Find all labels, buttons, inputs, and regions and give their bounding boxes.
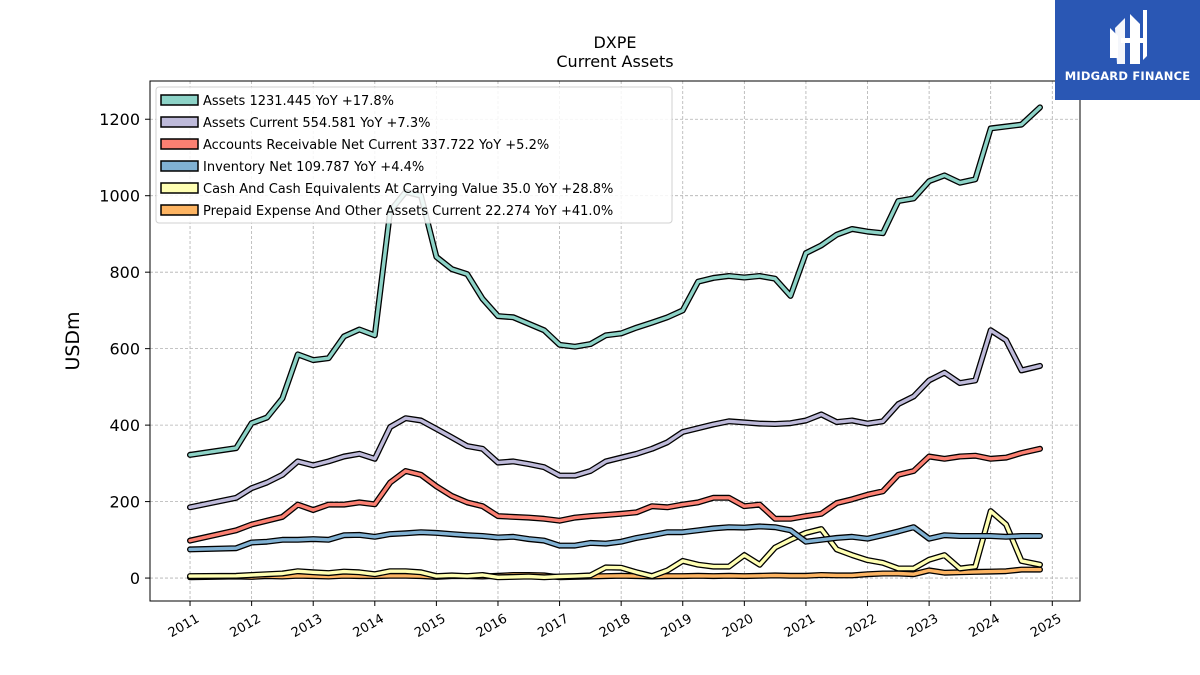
y-tick-label: 1200 — [99, 110, 140, 129]
logo-mark-icon — [1110, 10, 1147, 64]
y-tick-label: 0 — [130, 569, 140, 588]
y-tick-label: 600 — [109, 340, 140, 359]
legend-swatch — [160, 116, 199, 128]
chart-subtitle: Current Assets — [556, 52, 673, 71]
x-tick-label: 2016 — [474, 611, 510, 641]
legend-swatch — [160, 204, 199, 216]
legend: Assets 1231.445 YoY +17.8% Assets Current… — [155, 86, 673, 224]
legend-swatch — [160, 94, 199, 106]
x-tick-label: 2014 — [351, 611, 387, 641]
series-assets — [187, 104, 1043, 458]
x-tick-label: 2020 — [720, 611, 756, 641]
series-cash-and-cash-equivalents-at-carrying-value — [187, 508, 1043, 581]
x-tick-label: 2021 — [782, 611, 818, 641]
x-tick-label: 2017 — [535, 611, 571, 641]
legend-entry: Assets Current 554.581 YoY +7.3% — [203, 116, 430, 131]
y-tick-label: 1000 — [99, 187, 140, 206]
series-inventory-net — [187, 523, 1043, 553]
series-prepaid-expense-and-other-assets-current — [187, 566, 1043, 581]
x-tick-label: 2018 — [597, 611, 633, 641]
series-line — [188, 105, 1042, 457]
x-tick-label: 2015 — [412, 611, 448, 641]
legend-box — [155, 86, 673, 224]
series-line — [188, 328, 1042, 509]
series-line — [188, 524, 1042, 552]
legend-entry: Inventory Net 109.787 YoY +4.4% — [203, 160, 424, 175]
plot-area — [187, 104, 1043, 581]
legend-entry: Accounts Receivable Net Current 337.722 … — [203, 138, 549, 153]
legend-entry: Assets 1231.445 YoY +17.8% — [203, 94, 394, 109]
x-tick-label: 2025 — [1028, 611, 1064, 641]
logo-text: MIDGARD FINANCE — [1064, 69, 1191, 83]
legend-entry: Prepaid Expense And Other Assets Current… — [203, 204, 613, 219]
x-tick-label: 2012 — [227, 611, 263, 641]
series-line — [188, 447, 1042, 543]
y-tick-label: 400 — [109, 416, 140, 435]
series-line — [188, 567, 1042, 579]
y-tick-label: 200 — [109, 493, 140, 512]
x-tick-label: 2011 — [166, 611, 202, 641]
x-tick-label: 2023 — [905, 611, 941, 641]
chart-title: DXPE — [593, 33, 636, 52]
x-tick-label: 2024 — [967, 611, 1003, 641]
y-axis-label: USDm — [62, 311, 84, 370]
legend-entry: Cash And Cash Equivalents At Carrying Va… — [203, 182, 613, 197]
plot-frame — [149, 80, 1081, 602]
y-tick-label: 800 — [109, 263, 140, 282]
series-assets-current — [187, 327, 1043, 511]
series-line — [188, 509, 1042, 579]
series-accounts-receivable-net-current — [187, 445, 1043, 544]
legend-swatch — [160, 138, 199, 150]
midgard-finance-logo: MIDGARD FINANCE — [1055, 0, 1200, 100]
legend-swatch — [160, 182, 199, 194]
x-tick-label: 2022 — [843, 611, 879, 641]
legend-swatch — [160, 160, 199, 172]
x-tick-label: 2013 — [289, 611, 325, 641]
x-tick-label: 2019 — [659, 611, 695, 641]
